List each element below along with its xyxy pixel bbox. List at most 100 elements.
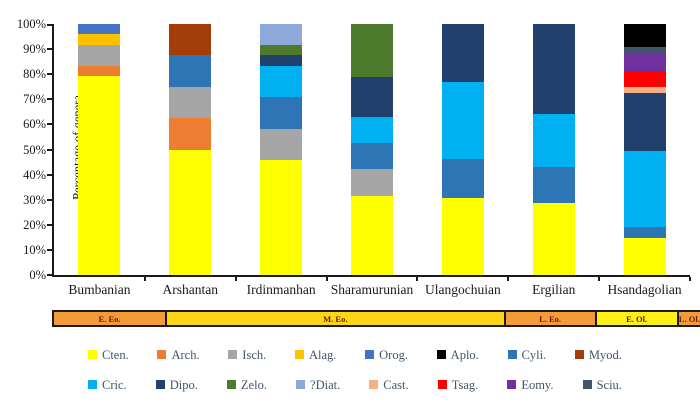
legend-swatch <box>88 380 97 389</box>
y-tick-mark <box>47 24 52 26</box>
legend-item-tsag: Tsag. <box>437 377 479 392</box>
legend-label: Isch. <box>242 347 267 362</box>
y-tick-label: 30% <box>23 192 46 207</box>
x-category-label: Ergilian <box>532 282 576 297</box>
legend-item-aplo: Aplo. <box>436 348 479 361</box>
x-category-label: Ulangochuian <box>424 282 501 297</box>
x-category-label: Arshantan <box>162 282 219 297</box>
bar-segment-arch <box>78 65 121 77</box>
bar-segment-zelo <box>260 44 303 56</box>
legend-row-1: Cten. Arch. Isch. Alag. Orog. Aplo. Cyli. Myod. <box>88 347 622 362</box>
x-category-label: Hsandagolian <box>607 282 682 297</box>
legend-swatch <box>157 350 167 359</box>
legend-swatch <box>365 350 375 359</box>
bar-hsandagolian <box>623 24 666 275</box>
y-tick-label: 0% <box>29 268 46 282</box>
timeline-segment: M. Eo. <box>167 312 506 325</box>
legend-label: Cten. <box>102 347 129 362</box>
bar-segment-cyli <box>441 159 484 198</box>
bar-segment-aplo <box>623 24 666 48</box>
legend-swatch <box>437 380 447 389</box>
y-tick-label: 50% <box>23 142 46 157</box>
timeline-segment: E. Ol. <box>596 312 679 325</box>
bar-segment-isch <box>351 169 393 196</box>
bar-segment-cast <box>623 86 666 93</box>
timeline-label: E. Ol. <box>626 313 648 324</box>
bar-segment-cten <box>169 149 212 275</box>
legend-label: Cyli. <box>521 347 547 362</box>
legend-item-cten: Cten. <box>88 347 129 362</box>
y-tick-mark <box>47 223 52 226</box>
legend-label: Tsag. <box>451 377 479 392</box>
x-tick-mark <box>689 277 691 281</box>
legend-item-orog: Orog. <box>365 348 408 361</box>
y-tick-label: 40% <box>23 167 46 182</box>
bar-segment-cyli <box>623 226 666 239</box>
x-tick-mark <box>143 277 146 281</box>
legend-item-eomy: Eomy. <box>507 377 554 392</box>
bar-segment-myod <box>169 24 212 56</box>
bar-segment-cyli <box>532 167 575 204</box>
x-tick-mark <box>507 277 510 281</box>
legend-item-isch: Isch. <box>228 347 267 362</box>
bar-segment-cyli <box>169 55 212 87</box>
legend-swatch <box>507 380 517 389</box>
bar-segment-diat <box>260 24 303 45</box>
legend-item-myod: Myod. <box>574 347 622 362</box>
bar-segment-sciu <box>623 47 666 54</box>
legend-label: Dipo. <box>169 377 198 392</box>
legend-item-arch: Arch. <box>157 347 200 362</box>
timeline-label: E. Eo. <box>98 313 121 324</box>
x-category-label: Sharamurunian <box>330 282 414 297</box>
bar-segment-cric <box>441 82 484 160</box>
legend-label: Cast. <box>383 377 409 392</box>
bar-bumbanian <box>78 24 121 275</box>
legend-label: Myod. <box>588 347 622 362</box>
x-tick-mark <box>325 277 328 281</box>
bar-segment-isch <box>169 86 212 119</box>
y-tick-label: 100% <box>16 17 46 31</box>
bar-segment-cric <box>623 150 666 227</box>
bar-segment-arch <box>169 118 212 150</box>
bar-segment-cten <box>532 203 575 275</box>
legend-label: Arch. <box>171 347 200 362</box>
legend-label: ?Diat. <box>310 377 341 392</box>
bar-segment-dipo <box>623 92 666 151</box>
legend-item-sciu: Sciu. <box>582 378 622 391</box>
bar-segment-cten <box>351 195 393 275</box>
bar-segment-dipo <box>351 76 393 117</box>
bar-segment-dipo <box>532 24 575 114</box>
bar-segment-dipo <box>441 24 484 82</box>
bar-segment-cten <box>441 197 484 275</box>
bar-segment-cten <box>78 76 121 275</box>
legend-swatch <box>574 350 584 359</box>
bar-segment-cric <box>351 116 393 143</box>
epoch-timeline: E. Eo. M. Eo. L. Eo. E. Ol. L. Ol. <box>52 310 700 327</box>
bar-segment-zelo <box>351 24 393 77</box>
timeline-label: M. Eo. <box>323 313 348 324</box>
timeline-segment: L. Eo. <box>505 312 597 325</box>
y-tick-label: 20% <box>23 217 46 232</box>
legend-item-diat: ?Diat. <box>296 377 341 392</box>
y-tick-mark <box>47 98 52 101</box>
y-tick-mark <box>47 198 52 201</box>
legend-item-alag: Alag. <box>294 348 336 361</box>
legend-label: Eomy. <box>521 377 554 392</box>
y-tick-label: 80% <box>23 67 46 82</box>
legend-swatch <box>369 380 379 389</box>
bar-segment-cyli <box>260 97 303 129</box>
bar-segment-dipo <box>260 55 303 66</box>
legend-swatch <box>436 350 446 359</box>
bar-segment-isch <box>260 128 303 161</box>
legend-row-2: Cric. Dipo. Zelo. ?Diat. Cast. Tsag. Eomy. Sciu… <box>88 377 622 392</box>
legend-label: Cric. <box>102 377 127 392</box>
x-category-label: Irdinmanhan <box>246 282 316 297</box>
y-tick-label: 10% <box>23 242 46 257</box>
bar-arshantan <box>169 24 212 275</box>
y-tick-label: 60% <box>23 117 46 132</box>
legend-item-cyli: Cyli. <box>507 347 547 362</box>
y-tick-label: 70% <box>23 92 46 107</box>
y-tick-mark <box>47 123 52 126</box>
y-tick-mark <box>47 248 52 251</box>
